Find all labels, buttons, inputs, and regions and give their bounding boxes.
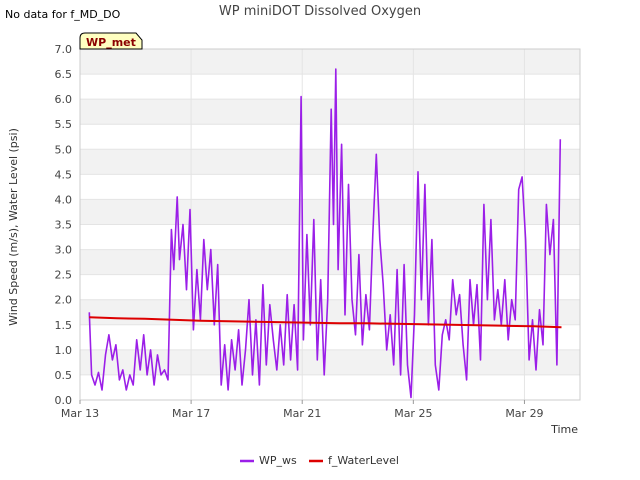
y-axis-ticks: 0.0 0.5 1.0 1.5 2.0 2.5 3.0 3.5 4.0 4.5 5.0 5.5 6.0 6… xyxy=(55,43,73,407)
y-tick-label: 0.0 xyxy=(55,394,73,407)
y-tick-label: 2.0 xyxy=(55,294,73,307)
grid-band xyxy=(80,299,580,325)
x-tick-label: Mar 21 xyxy=(283,407,321,420)
legend: WP_ws f_WaterLevel xyxy=(240,454,399,467)
series-line-wp-ws xyxy=(88,68,562,399)
series-layer xyxy=(88,68,562,399)
legend-label: f_WaterLevel xyxy=(328,454,399,467)
badge-shape xyxy=(79,32,143,50)
badge-label: WP_met xyxy=(86,36,136,49)
y-tick-label: 3.0 xyxy=(55,244,73,257)
x-axis-title: Time xyxy=(550,423,578,436)
y-tick-label: 0.5 xyxy=(55,369,73,382)
y-tick-label: 2.5 xyxy=(55,269,73,282)
x-axis-ticks: Mar 13 Mar 17 Mar 21 Mar 25 Mar 29 xyxy=(61,400,544,420)
y-tick-label: 4.0 xyxy=(55,193,73,206)
y-tick-label: 1.0 xyxy=(55,344,73,357)
legend-label: WP_ws xyxy=(259,454,297,467)
y-tick-label: 4.5 xyxy=(55,168,73,181)
y-tick-label: 5.5 xyxy=(55,118,73,131)
x-tick-label: Mar 25 xyxy=(394,407,432,420)
grid-band xyxy=(80,249,580,275)
y-tick-label: 6.0 xyxy=(55,93,73,106)
y-tick-label: 1.5 xyxy=(55,319,73,332)
y-axis-title: Wind Speed (m/s), Water Level (psi) xyxy=(7,128,20,326)
series-line-f-waterlevel xyxy=(89,316,562,329)
x-tick-label: Mar 13 xyxy=(61,407,99,420)
wp-met-badge: WP_met xyxy=(79,32,143,50)
x-tick-label: Mar 17 xyxy=(172,407,210,420)
y-tick-label: 6.5 xyxy=(55,68,73,81)
y-tick-label: 3.5 xyxy=(55,219,73,232)
y-tick-label: 7.0 xyxy=(55,43,73,56)
no-data-note: No data for f_MD_DO xyxy=(5,8,121,21)
x-tick-label: Mar 29 xyxy=(505,407,543,420)
plot-area-border xyxy=(79,48,581,401)
chart-title: WP miniDOT Dissolved Oxygen xyxy=(219,4,421,19)
y-tick-label: 5.0 xyxy=(55,143,73,156)
grid-band xyxy=(80,99,580,125)
grid-band xyxy=(80,49,580,75)
